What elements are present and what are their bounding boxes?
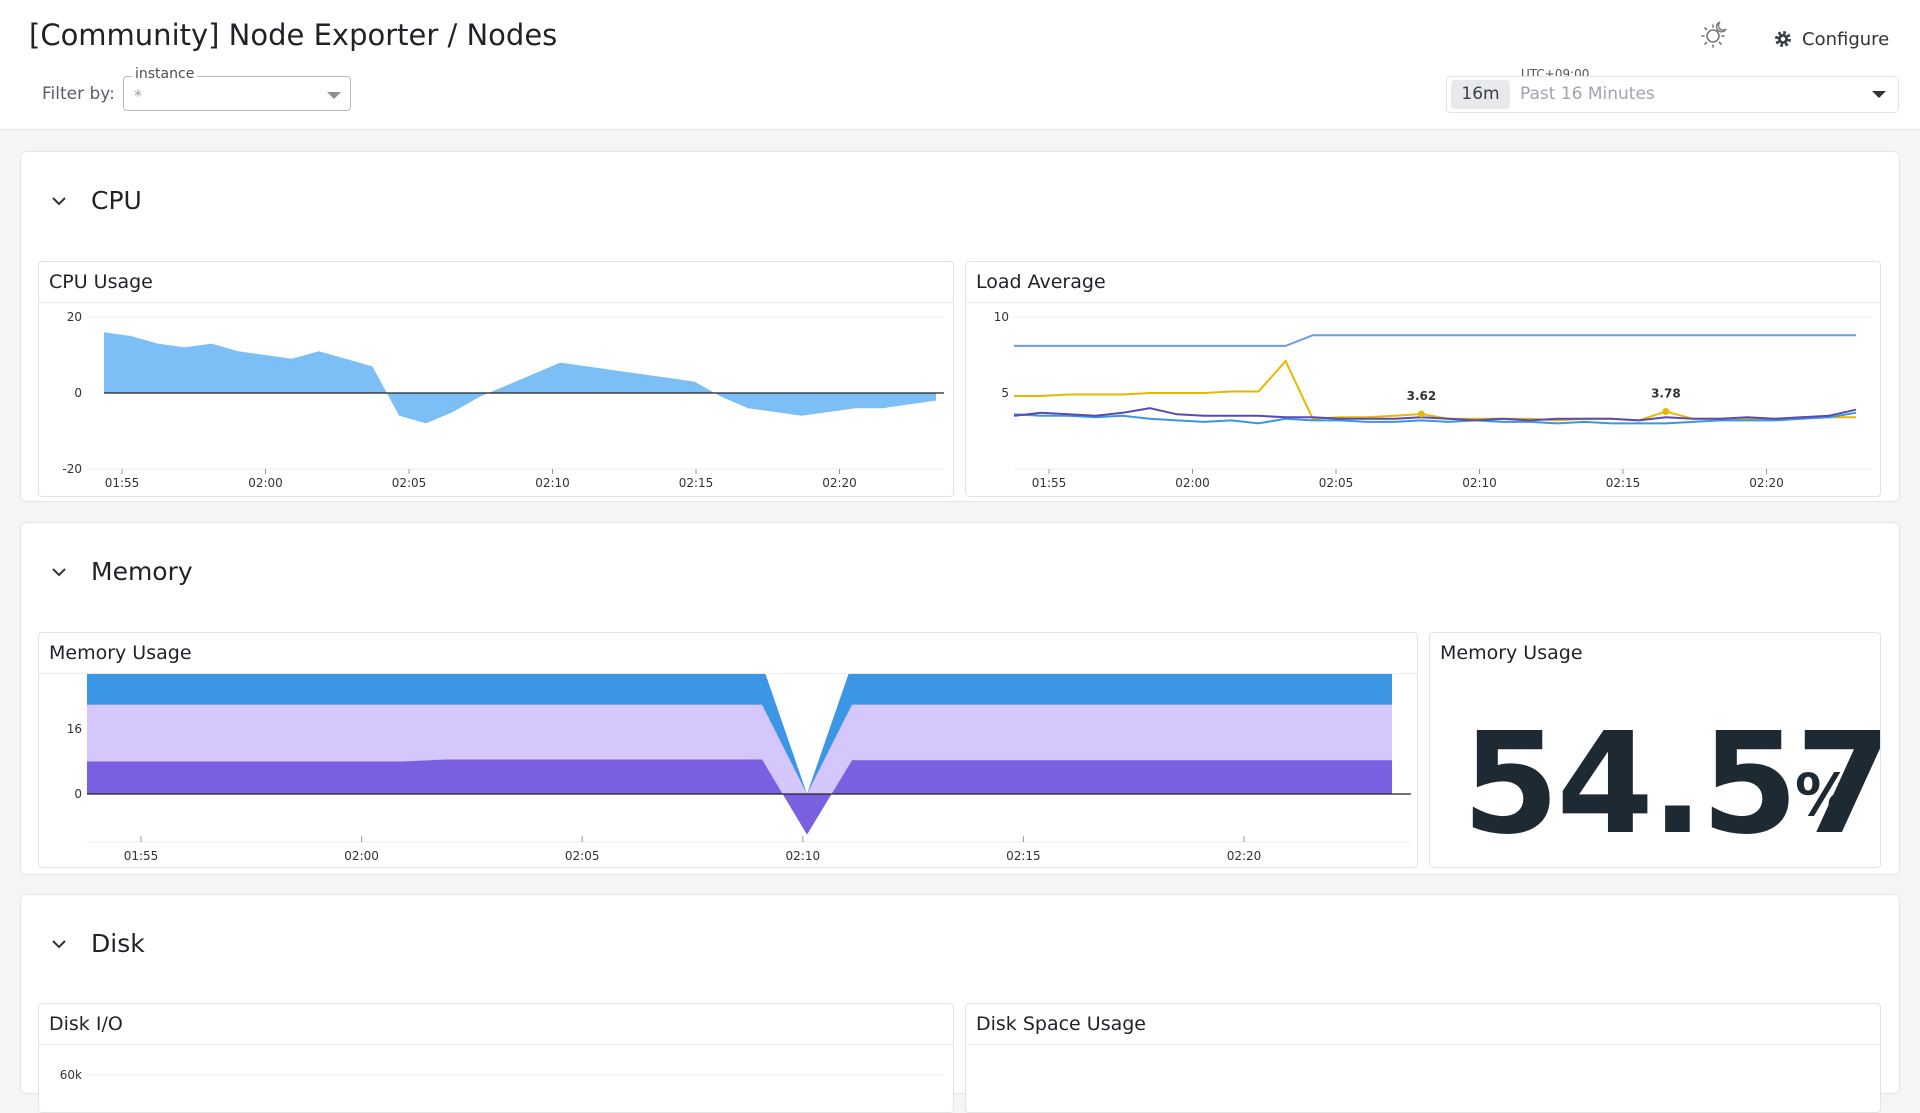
x-tick-label: 02:10 bbox=[786, 849, 821, 863]
section-title: CPU bbox=[91, 186, 142, 215]
chevron-down-icon bbox=[52, 939, 66, 948]
x-tick-label: 02:20 bbox=[1227, 849, 1262, 863]
instance-filter-select[interactable]: instance * bbox=[123, 66, 351, 111]
top-bar: [Community] Node Exporter / Nodes Filter… bbox=[0, 0, 1920, 130]
x-tick-label: 02:00 bbox=[1175, 476, 1210, 490]
caret-down-icon bbox=[1872, 91, 1886, 98]
filter-value: * bbox=[134, 86, 142, 105]
disk-io-chart: 60k bbox=[60, 1068, 944, 1082]
panel-memory-usage-chart: Memory Usage 16 0 01:55 02:00 02:05 02:10 02:1… bbox=[38, 632, 1418, 868]
y-tick-label: 0 bbox=[74, 386, 82, 400]
sun-moon-icon[interactable] bbox=[1698, 18, 1732, 52]
x-tick-label: 01:55 bbox=[105, 476, 140, 490]
section-title: Disk bbox=[91, 929, 145, 958]
panel-cpu-usage: CPU Usage 20 0 -20 01:55 02:00 02:05 02:10 02:1… bbox=[38, 261, 954, 497]
x-tick-label: 02:00 bbox=[248, 476, 283, 490]
x-tick-label: 02:00 bbox=[344, 849, 379, 863]
x-tick-label: 02:05 bbox=[1319, 476, 1354, 490]
chevron-down-icon bbox=[52, 196, 66, 205]
x-tick-label: 02:05 bbox=[392, 476, 427, 490]
time-range-chip: 16m bbox=[1451, 80, 1510, 109]
y-tick-label: 0 bbox=[74, 787, 82, 801]
panel-title[interactable]: CPU Usage bbox=[49, 271, 153, 293]
x-tick-label: 02:20 bbox=[822, 476, 857, 490]
x-tick-label: 02:15 bbox=[1606, 476, 1641, 490]
cpu-area-series bbox=[104, 332, 936, 424]
configure-button[interactable]: Configure bbox=[1773, 26, 1889, 52]
x-tick-label: 02:20 bbox=[1749, 476, 1784, 490]
gear-icon bbox=[1774, 30, 1792, 48]
panel-title[interactable]: Memory Usage bbox=[49, 642, 192, 664]
x-tick-label: 02:05 bbox=[565, 849, 600, 863]
mem-used-area bbox=[87, 759, 1392, 835]
y-tick-label: 60k bbox=[60, 1068, 82, 1082]
time-range-picker[interactable]: 16m Past 16 Minutes bbox=[1446, 76, 1899, 113]
peak-annotation: 3.62 bbox=[1407, 389, 1437, 403]
panel-title[interactable]: Disk I/O bbox=[49, 1013, 123, 1035]
filter-label: Filter by: bbox=[42, 84, 115, 104]
section-memory: Memory Memory Usage 16 0 01:55 02:00 02:05 02… bbox=[20, 522, 1900, 875]
section-header-disk[interactable]: Disk bbox=[49, 929, 145, 958]
panel-load-average: Load Average 3.62 3.78 10 5 01:55 02:00 02:05 0… bbox=[965, 261, 1881, 497]
panel-disk-space: Disk Space Usage bbox=[965, 1003, 1881, 1113]
x-tick-label: 02:10 bbox=[1462, 476, 1497, 490]
x-tick-label: 02:15 bbox=[679, 476, 714, 490]
panel-title[interactable]: Load Average bbox=[976, 271, 1106, 293]
peak-annotation: 3.78 bbox=[1651, 387, 1681, 401]
y-tick-label: 16 bbox=[67, 722, 82, 736]
x-tick-label: 01:55 bbox=[1032, 476, 1067, 490]
section-cpu: CPU CPU Usage 20 0 -20 01:55 02:00 02:05 02:10… bbox=[20, 151, 1900, 502]
panel-title[interactable]: Memory Usage bbox=[1440, 642, 1583, 664]
memory-usage-value: 54.57 bbox=[1462, 703, 1881, 866]
x-tick-label: 02:15 bbox=[1006, 849, 1041, 863]
load-cpus-line bbox=[1014, 334, 1856, 347]
load-average-chart: 3.62 3.78 10 5 01:55 02:00 02:05 02:10 02:15 02:2… bbox=[994, 310, 1871, 490]
peak-marker bbox=[1662, 408, 1670, 416]
page-title: [Community] Node Exporter / Nodes bbox=[29, 18, 558, 52]
load-15m-line bbox=[1013, 407, 1857, 422]
section-title: Memory bbox=[91, 557, 193, 586]
y-tick-label: 5 bbox=[1001, 386, 1009, 400]
section-header-memory[interactable]: Memory bbox=[49, 557, 193, 586]
configure-label: Configure bbox=[1802, 28, 1890, 50]
chevron-down-icon bbox=[52, 567, 66, 576]
cpu-usage-chart: 20 0 -20 01:55 02:00 02:05 02:10 02:15 02:20 bbox=[62, 310, 944, 490]
memory-usage-unit: % bbox=[1795, 761, 1854, 829]
memory-usage-chart: 16 0 01:55 02:00 02:05 02:10 02:15 02:20 bbox=[67, 674, 1411, 863]
panel-memory-usage-stat: Memory Usage 54.57 % bbox=[1429, 632, 1881, 868]
load-5m-line bbox=[1013, 411, 1857, 425]
panel-title[interactable]: Disk Space Usage bbox=[976, 1013, 1146, 1035]
x-tick-label: 01:55 bbox=[124, 849, 159, 863]
section-disk: Disk Disk I/O 60k Disk Space Usage bbox=[20, 894, 1900, 1113]
panel-disk-io: Disk I/O 60k bbox=[38, 1003, 954, 1113]
x-tick-label: 02:10 bbox=[535, 476, 570, 490]
y-tick-label: 20 bbox=[67, 310, 82, 324]
caret-down-icon bbox=[327, 92, 341, 99]
peak-marker bbox=[1417, 410, 1425, 418]
y-tick-label: 10 bbox=[994, 310, 1009, 324]
time-range-text: Past 16 Minutes bbox=[1520, 84, 1655, 104]
section-header-cpu[interactable]: CPU bbox=[49, 186, 142, 215]
y-tick-label: -20 bbox=[62, 462, 82, 476]
filter-field-label: instance bbox=[132, 66, 198, 82]
